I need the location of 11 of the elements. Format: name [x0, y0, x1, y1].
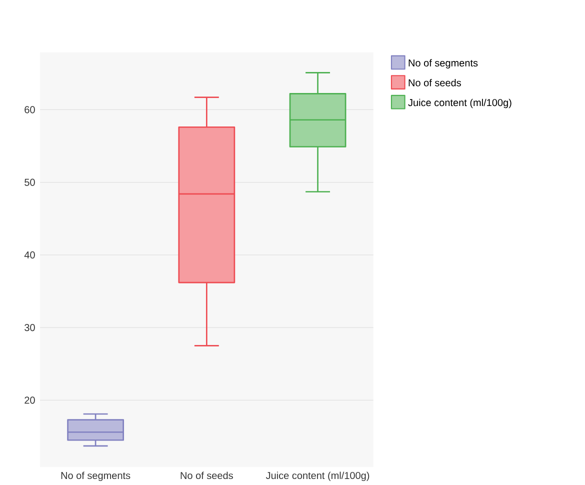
x-tick-label: No of seeds — [180, 471, 233, 479]
y-tick-label: 40 — [24, 251, 35, 258]
legend-label: No of segments — [408, 58, 478, 68]
x-tick-label: No of segments — [61, 471, 130, 481]
y-tick-label: 20 — [24, 396, 35, 404]
y-tick-label: 30 — [24, 324, 35, 331]
legend-label: No of seeds — [408, 78, 461, 86]
x-tick-label: Juice content (ml/100g) — [266, 471, 370, 481]
y-tick-label: 60 — [24, 106, 35, 114]
y-tick-label: 50 — [24, 178, 35, 186]
legend-label: Juice content (ml/100g) — [408, 98, 512, 108]
